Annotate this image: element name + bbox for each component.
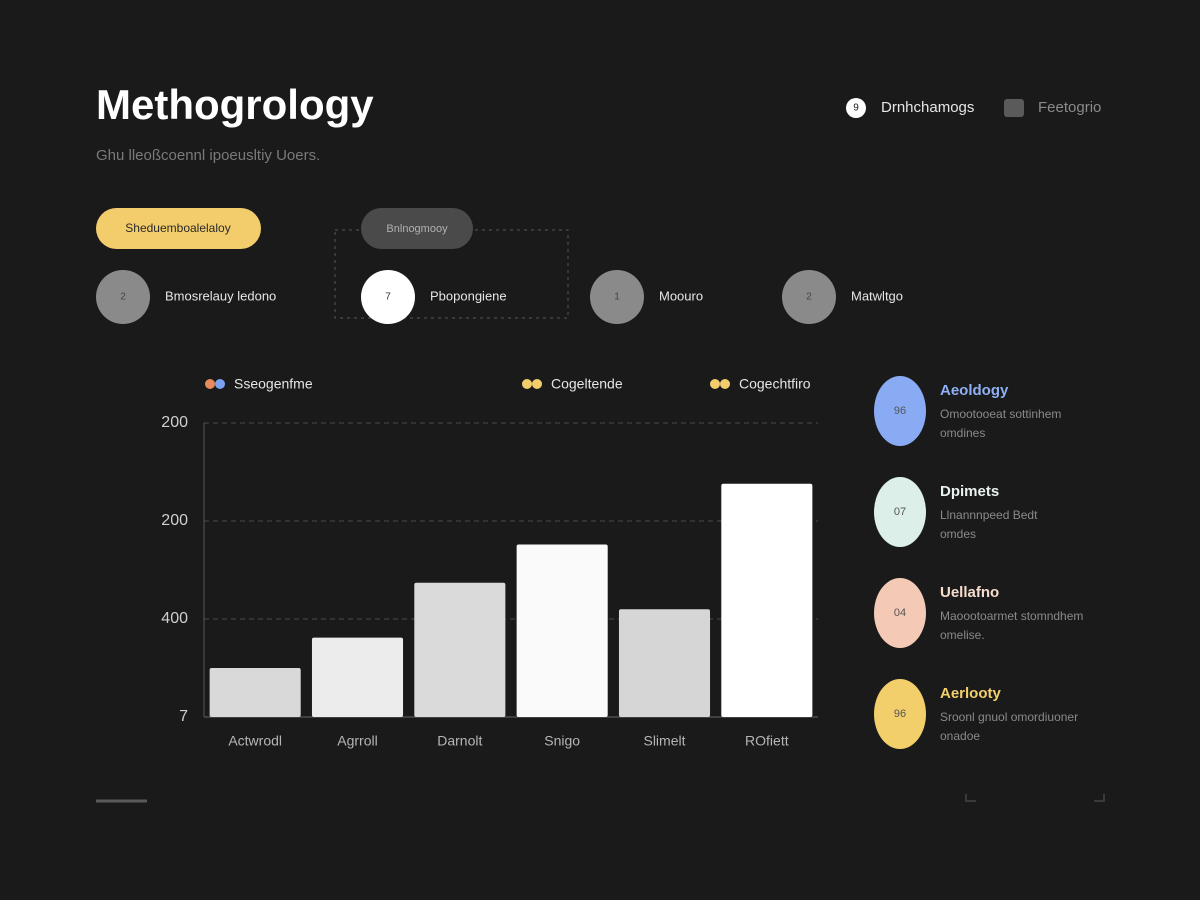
corner-marks xyxy=(965,794,1105,802)
card-text: Omootooeat sottinhem xyxy=(940,407,1061,421)
step-circle[interactable] xyxy=(590,270,644,324)
bar xyxy=(209,668,301,717)
card-title: Dpimets xyxy=(940,483,999,500)
nav-link[interactable]: Drnhchamogs xyxy=(881,99,974,116)
y-tick-label: 7 xyxy=(179,708,188,725)
step-label: Bmosrelauy ledono xyxy=(165,288,276,303)
tab[interactable] xyxy=(361,208,473,249)
card-title: Aerlooty xyxy=(940,685,1002,702)
step-label: Moouro xyxy=(659,288,703,303)
nav-icon[interactable] xyxy=(846,98,866,118)
bar xyxy=(618,609,711,717)
card-text: omdes xyxy=(940,527,976,541)
y-tick-label: 200 xyxy=(161,414,188,431)
bar xyxy=(414,582,506,717)
legend-swatch xyxy=(215,379,225,389)
card-badge[interactable] xyxy=(874,679,926,749)
card-text: Maoootoarmet stomndhem xyxy=(940,609,1083,623)
legend-label: Sseogenfme xyxy=(234,376,313,392)
page-subtitle: Ghu lleoßcoennl ipoeusltiy Uoers. xyxy=(96,147,320,164)
legend-swatch xyxy=(710,379,720,389)
x-tick-label: Darnolt xyxy=(437,733,482,749)
step-circle[interactable] xyxy=(96,270,150,324)
x-tick-label: Agrroll xyxy=(337,733,377,749)
tab-label: Bnlnogmooy xyxy=(386,223,448,235)
card-text: omdines xyxy=(940,426,985,440)
step-number: 2 xyxy=(806,292,812,303)
bar xyxy=(516,544,608,717)
legend-label: Cogeltende xyxy=(551,376,623,392)
step-number: 1 xyxy=(614,292,620,303)
card-text: Sroonl gnuol omordiuoner xyxy=(940,710,1078,724)
card-badge[interactable] xyxy=(874,376,926,446)
card-title: Aeoldogy xyxy=(940,382,1009,399)
x-tick-label: ROfiett xyxy=(745,733,789,749)
tab-label: Sheduemboalelaloy xyxy=(125,221,230,235)
card-badge-label: 96 xyxy=(894,405,906,417)
x-tick-label: Snigo xyxy=(544,733,580,749)
x-tick-label: Slimelt xyxy=(643,733,685,749)
card-text: Llnannnpeed Bedt xyxy=(940,508,1038,522)
legend-label: Cogechtfiro xyxy=(739,376,811,392)
nav-icon-label: 9 xyxy=(853,103,859,114)
page-title: Methogrology xyxy=(96,81,374,128)
step-number: 2 xyxy=(120,292,126,303)
step-number: 7 xyxy=(385,292,391,303)
nav-link[interactable]: Feetogrio xyxy=(1038,99,1101,116)
card-title: Uellafno xyxy=(940,584,999,601)
card-text: onadoe xyxy=(940,729,980,743)
card-text: omelise. xyxy=(940,628,985,642)
legend-swatch xyxy=(205,379,215,389)
legend-swatch xyxy=(522,379,532,389)
selection-box xyxy=(334,229,569,319)
step-label: Matwltgo xyxy=(851,288,903,303)
card-badge[interactable] xyxy=(874,578,926,648)
x-tick-label: Actwrodl xyxy=(228,733,282,749)
card-badge-label: 96 xyxy=(894,708,906,720)
legend-swatch xyxy=(532,379,542,389)
card-badge-label: 07 xyxy=(894,506,906,518)
tab[interactable] xyxy=(96,208,261,249)
nav-icon[interactable] xyxy=(1004,99,1024,117)
step-circle[interactable] xyxy=(361,270,415,324)
card-badge[interactable] xyxy=(874,477,926,547)
legend-swatch xyxy=(720,379,730,389)
step-label: Pbopongiene xyxy=(430,288,507,303)
step-circle[interactable] xyxy=(782,270,836,324)
card-badge-label: 04 xyxy=(894,607,906,619)
y-tick-label: 200 xyxy=(161,512,188,529)
y-tick-label: 400 xyxy=(161,610,188,627)
bar xyxy=(311,637,404,717)
bar xyxy=(721,483,813,717)
